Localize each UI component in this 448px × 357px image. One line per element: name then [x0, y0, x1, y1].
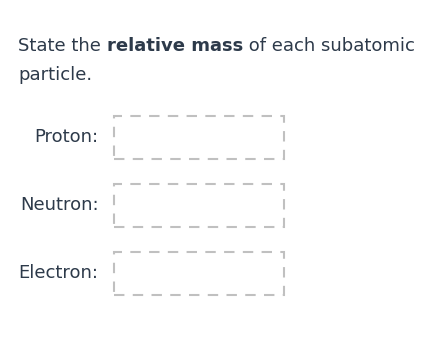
Bar: [114, 252, 284, 295]
Bar: [114, 184, 284, 227]
Text: of each subatomic: of each subatomic: [243, 37, 415, 55]
Text: Neutron:: Neutron:: [20, 196, 99, 214]
Text: State the: State the: [18, 37, 107, 55]
Text: relative mass: relative mass: [107, 37, 243, 55]
Bar: [114, 116, 284, 159]
Text: Electron:: Electron:: [18, 264, 99, 282]
Text: particle.: particle.: [18, 66, 92, 84]
Text: Proton:: Proton:: [34, 129, 99, 146]
